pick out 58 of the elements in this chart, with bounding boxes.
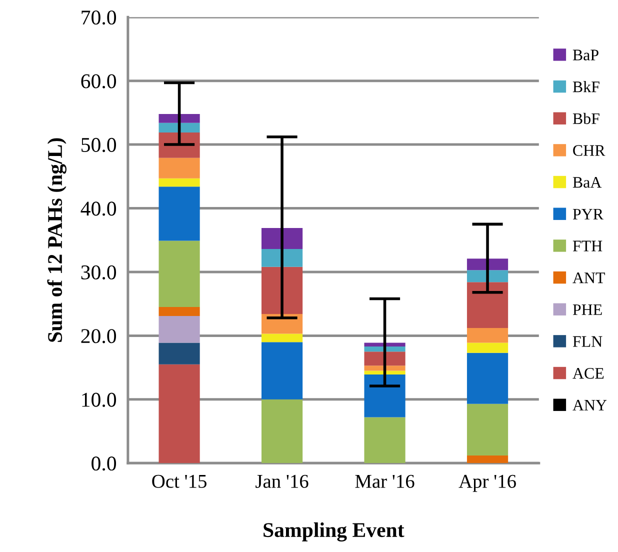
bar — [466, 404, 508, 456]
x-tick-label: Oct '15 — [152, 474, 206, 488]
y-tick-label: 60.0 — [81, 74, 116, 88]
legend-label: CHR — [573, 145, 606, 156]
bar — [364, 374, 406, 418]
bar — [261, 342, 303, 400]
bar — [158, 240, 200, 308]
y-tick-label: 40.0 — [80, 202, 116, 216]
y-tick-label: 0.0 — [92, 456, 116, 471]
y-tick-label: 30.0 — [81, 265, 116, 280]
legend-label: FLN — [572, 336, 602, 347]
bar — [261, 228, 303, 250]
bar — [158, 307, 200, 316]
x-tick-label: Mar '16 — [355, 474, 414, 488]
bar — [466, 258, 508, 270]
bar — [261, 334, 303, 342]
bar — [466, 328, 508, 343]
x-tick-label: Jan '16 — [256, 474, 308, 488]
y-tick-label: 70.0 — [82, 10, 116, 25]
bar — [466, 342, 508, 353]
bar — [158, 316, 200, 343]
legend-label: ANY — [572, 400, 607, 410]
bar — [158, 122, 200, 132]
bar — [158, 364, 200, 464]
y-tick-label: 20.0 — [81, 329, 116, 344]
bar — [158, 342, 200, 364]
bar — [466, 455, 508, 464]
bar — [158, 178, 200, 187]
legend-label: ANT — [572, 272, 605, 284]
legend-label: BbF — [572, 112, 600, 124]
legend-label: FTH — [572, 240, 602, 252]
x-axis-title: Sampling Event — [264, 522, 404, 542]
bar — [466, 282, 508, 328]
legend-label: BaA — [572, 177, 602, 188]
legend-label: ACE — [572, 368, 604, 379]
bar — [261, 249, 303, 267]
bar — [158, 186, 200, 241]
legend-label: PHE — [572, 304, 602, 315]
bar — [364, 366, 406, 371]
y-tick-label: 10.0 — [82, 392, 116, 407]
bar — [261, 399, 303, 464]
bar — [158, 132, 200, 158]
bar — [466, 352, 508, 404]
legend-label: BkF — [572, 81, 600, 92]
legend-label: PYR — [572, 208, 604, 220]
x-tick-label: Apr '16 — [458, 474, 516, 492]
bar — [466, 270, 508, 282]
bar — [364, 342, 406, 347]
bar — [158, 158, 200, 178]
legend-label: BaP — [572, 50, 598, 60]
bar — [364, 352, 406, 366]
bar — [158, 114, 200, 123]
y-tick-label: 50.0 — [82, 138, 116, 152]
bar — [364, 370, 406, 375]
bar — [364, 346, 406, 352]
y-axis-title: Sum of 12 PAHs (ng/L) — [47, 138, 66, 342]
bar — [261, 266, 303, 314]
bar — [364, 417, 406, 464]
